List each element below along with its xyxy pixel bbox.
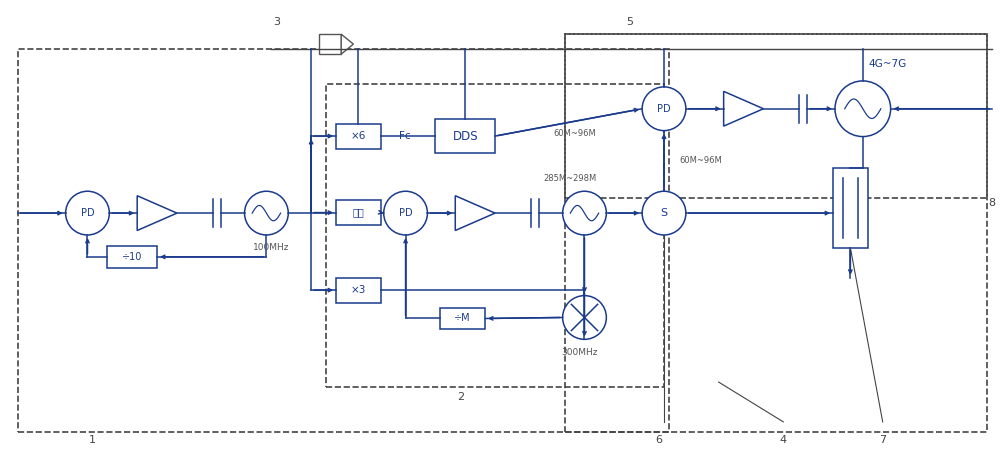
Text: 1: 1: [89, 435, 96, 445]
Bar: [107, 246, 157, 268]
Text: PD: PD: [657, 104, 671, 114]
Bar: [565, 34, 987, 432]
Bar: [319, 34, 341, 54]
Text: S: S: [660, 208, 668, 218]
Bar: [833, 169, 868, 248]
Text: PD: PD: [81, 208, 94, 218]
Text: 100MHz: 100MHz: [253, 244, 290, 252]
Bar: [326, 84, 664, 387]
Text: ×6: ×6: [351, 131, 366, 141]
Text: DDS: DDS: [452, 130, 478, 143]
Text: 60M~96M: 60M~96M: [553, 129, 596, 138]
Circle shape: [835, 81, 891, 137]
Bar: [440, 307, 485, 329]
Circle shape: [563, 295, 606, 339]
Text: 60M~96M: 60M~96M: [679, 156, 722, 165]
Circle shape: [642, 87, 686, 131]
Text: ÷10: ÷10: [122, 252, 142, 262]
Bar: [336, 124, 381, 149]
Text: 4G~7G: 4G~7G: [869, 59, 907, 69]
Bar: [565, 34, 987, 198]
Circle shape: [384, 191, 427, 235]
Circle shape: [245, 191, 288, 235]
Text: 300MHz: 300MHz: [561, 348, 598, 357]
Polygon shape: [341, 34, 353, 54]
Bar: [435, 119, 495, 153]
Text: 5: 5: [626, 17, 633, 27]
Text: 285M~298M: 285M~298M: [543, 174, 596, 183]
Text: 分频: 分频: [352, 207, 364, 218]
Polygon shape: [137, 196, 177, 231]
Bar: [336, 200, 381, 225]
Text: Fc: Fc: [399, 131, 411, 141]
Text: 8: 8: [988, 198, 996, 208]
Bar: [18, 49, 669, 432]
Text: 6: 6: [656, 435, 663, 445]
Circle shape: [66, 191, 109, 235]
Text: 3: 3: [273, 17, 280, 27]
Text: 4: 4: [780, 435, 787, 445]
Text: 7: 7: [879, 435, 886, 445]
Text: 2: 2: [457, 392, 464, 402]
Polygon shape: [455, 196, 495, 231]
Bar: [336, 278, 381, 303]
Text: PD: PD: [399, 208, 412, 218]
Circle shape: [563, 191, 606, 235]
Text: ÷M: ÷M: [454, 313, 471, 324]
Circle shape: [642, 191, 686, 235]
Polygon shape: [724, 91, 763, 126]
Text: ×3: ×3: [351, 285, 366, 295]
